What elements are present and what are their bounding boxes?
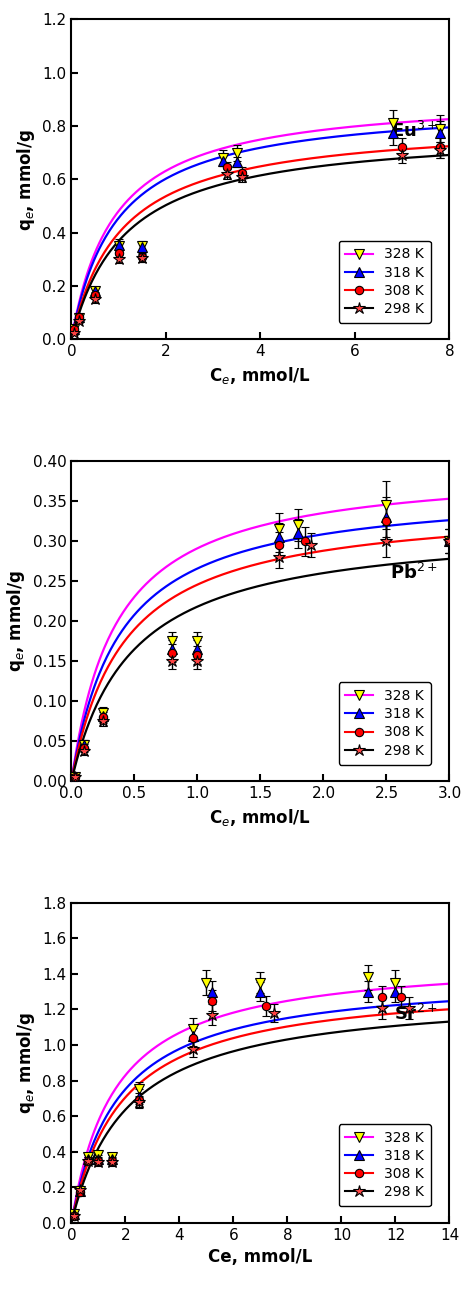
Legend: 328 K, 318 K, 308 K, 298 K: 328 K, 318 K, 308 K, 298 K (338, 241, 431, 324)
X-axis label: C$_{e}$, mmol/L: C$_{e}$, mmol/L (209, 806, 312, 828)
Y-axis label: q$_{e}$, mmol/g: q$_{e}$, mmol/g (15, 128, 37, 230)
X-axis label: Ce, mmol/L: Ce, mmol/L (208, 1249, 313, 1267)
Text: Sr$^{2+}$: Sr$^{2+}$ (395, 1004, 438, 1025)
Text: Eu$^{3+}$: Eu$^{3+}$ (391, 120, 438, 141)
Legend: 328 K, 318 K, 308 K, 298 K: 328 K, 318 K, 308 K, 298 K (338, 682, 431, 765)
X-axis label: C$_{e}$, mmol/L: C$_{e}$, mmol/L (209, 365, 312, 386)
Y-axis label: q$_{e}$, mmol/g: q$_{e}$, mmol/g (15, 1012, 37, 1114)
Legend: 328 K, 318 K, 308 K, 298 K: 328 K, 318 K, 308 K, 298 K (338, 1124, 431, 1206)
Text: Pb$^{2+}$: Pb$^{2+}$ (390, 563, 438, 582)
Y-axis label: q$_{e}$, mmol/g: q$_{e}$, mmol/g (5, 571, 27, 672)
